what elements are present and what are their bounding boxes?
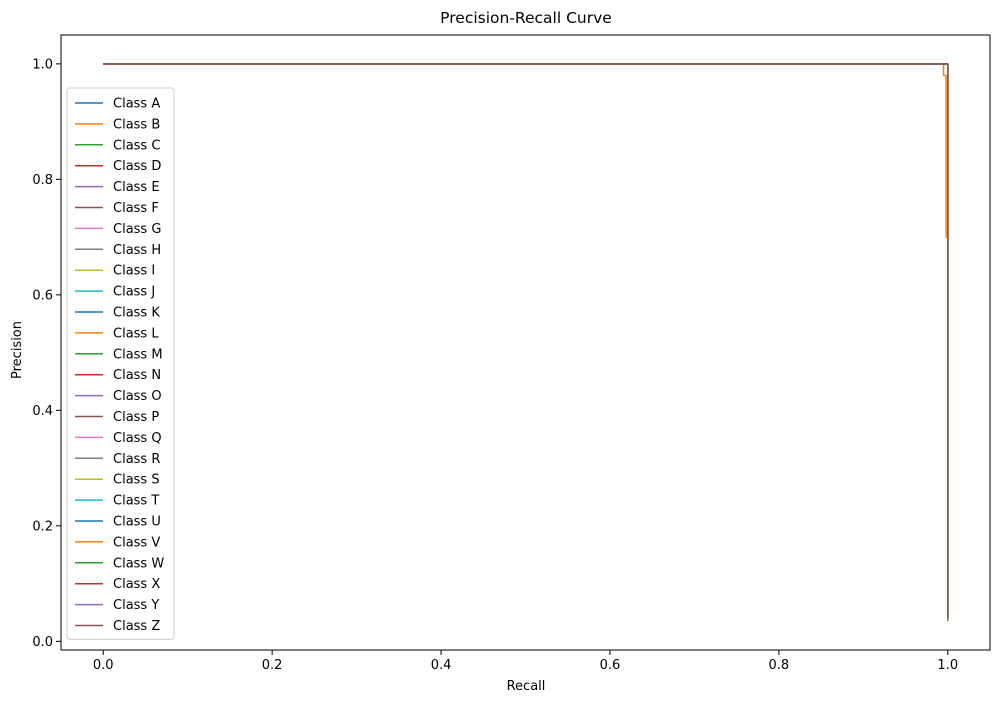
- legend-label: Class Z: [113, 619, 160, 634]
- x-tick-label: 0.6: [600, 658, 621, 673]
- x-axis-label: Recall: [507, 679, 546, 694]
- legend-label: Class U: [113, 515, 161, 530]
- x-axis-ticks: 0.0 0.2 0.4 0.6 0.8 1.0: [93, 650, 958, 673]
- y-axis-ticks: 0.0 0.2 0.4 0.6 0.8 1.0: [32, 57, 61, 650]
- legend-label: Class C: [113, 138, 160, 153]
- legend-label: Class W: [113, 556, 164, 571]
- legend-label: Class Q: [113, 431, 162, 446]
- y-tick-label: 0.4: [32, 404, 53, 419]
- legend-label: Class N: [113, 368, 161, 383]
- legend-label: Class O: [113, 389, 162, 404]
- legend-label: Class B: [113, 117, 160, 132]
- legend-label: Class K: [113, 306, 160, 321]
- legend-label: Class Y: [113, 598, 159, 613]
- x-tick-label: 0.0: [93, 658, 114, 673]
- plot-frame: [60, 34, 991, 651]
- legend-label: Class D: [113, 159, 161, 174]
- legend-label: Class L: [113, 326, 159, 341]
- legend-label: Class I: [113, 264, 155, 279]
- legend-box: [66, 87, 175, 640]
- y-tick-label: 0.6: [32, 288, 53, 303]
- legend-label: Class P: [113, 410, 159, 425]
- y-axis-label: Precision: [10, 321, 25, 379]
- y-tick-label: 0.0: [32, 635, 53, 650]
- legend-label: Class H: [113, 243, 161, 258]
- legend-label: Class T: [113, 494, 159, 509]
- legend-label: Class G: [113, 222, 161, 237]
- x-tick-label: 0.2: [262, 658, 283, 673]
- x-tick-label: 1.0: [937, 658, 958, 673]
- legend-label: Class E: [113, 180, 160, 195]
- legend-label: Class S: [113, 473, 160, 488]
- y-tick-label: 0.8: [32, 173, 53, 188]
- y-tick-label: 1.0: [32, 57, 53, 72]
- legend: Class A Class B Class C Class D Class E Class…: [66, 87, 175, 640]
- legend-label: Class X: [113, 577, 160, 592]
- x-tick-label: 0.4: [431, 658, 452, 673]
- series-lines: [103, 63, 949, 622]
- legend-label: Class M: [113, 347, 163, 362]
- series-line-26: [103, 63, 949, 619]
- legend-label: Class R: [113, 452, 160, 467]
- legend-label: Class J: [113, 285, 155, 300]
- x-tick-label: 0.8: [769, 658, 790, 673]
- chart-title: Precision-Recall Curve: [440, 9, 612, 27]
- legend-label: Class A: [113, 97, 160, 112]
- legend-label: Class F: [113, 201, 159, 216]
- y-tick-label: 0.2: [32, 519, 53, 534]
- legend-label: Class V: [113, 535, 160, 550]
